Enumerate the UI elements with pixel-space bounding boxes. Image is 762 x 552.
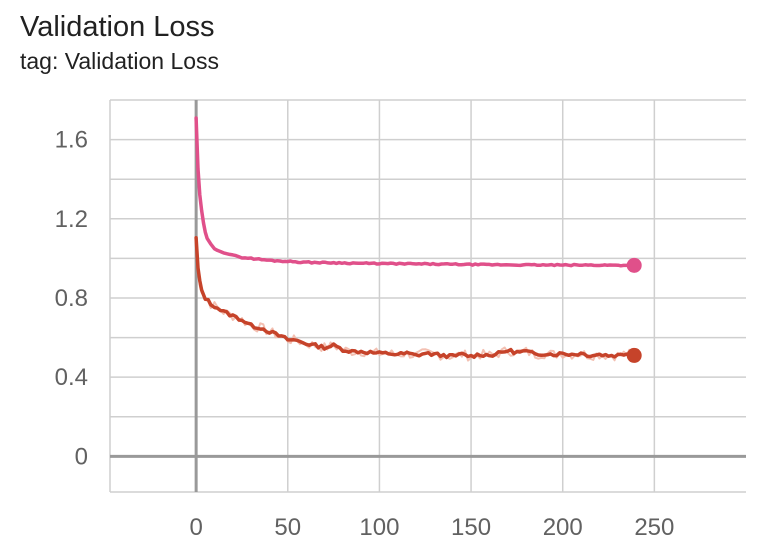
grid-layer — [109, 99, 746, 493]
y-tick-label: 1.6 — [55, 127, 88, 154]
series-2-line — [194, 236, 636, 360]
x-tick-label: 250 — [634, 514, 674, 541]
y-tick-label: 0 — [75, 443, 88, 470]
series-2-end-marker[interactable] — [626, 347, 642, 363]
x-tick-label: 200 — [543, 514, 583, 541]
series-1-line — [194, 116, 636, 268]
chart-title: Validation Loss — [20, 11, 215, 43]
x-tick-label: 150 — [451, 514, 491, 541]
series-1-end-marker[interactable] — [626, 257, 642, 273]
plot-area — [110, 100, 746, 492]
x-tick-label: 100 — [359, 514, 399, 541]
x-tick-label: 50 — [274, 514, 301, 541]
y-tick-label: 1.2 — [55, 206, 88, 233]
series-layer — [194, 116, 642, 363]
chart-subtitle: tag: Validation Loss — [20, 48, 220, 74]
y-tick-label: 0.4 — [55, 364, 88, 391]
x-tick-label: 0 — [189, 514, 202, 541]
y-tick-label: 0.8 — [55, 285, 88, 312]
tick-labels: 0 0.4 0.8 1.2 1.6 0 50 100 150 200 250 — [55, 127, 675, 541]
